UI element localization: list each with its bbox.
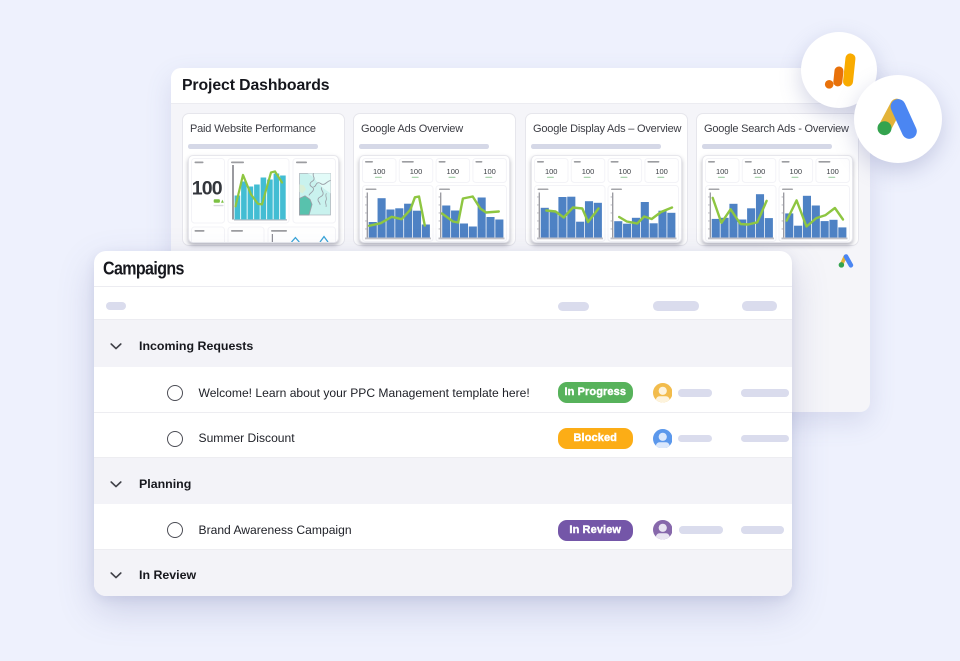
svg-text:100: 100 [655, 167, 668, 176]
svg-text:100: 100 [410, 167, 423, 176]
svg-text:100: 100 [619, 167, 632, 176]
svg-text:100: 100 [582, 167, 595, 176]
svg-text:100: 100 [483, 167, 496, 176]
svg-text:100: 100 [716, 167, 729, 176]
svg-text:100: 100 [826, 167, 839, 176]
svg-text:100: 100 [447, 167, 460, 176]
svg-text:100: 100 [545, 167, 558, 176]
svg-text:100: 100 [790, 167, 803, 176]
svg-text:100: 100 [753, 167, 766, 176]
svg-text:100: 100 [192, 178, 223, 200]
svg-text:100: 100 [373, 167, 386, 176]
